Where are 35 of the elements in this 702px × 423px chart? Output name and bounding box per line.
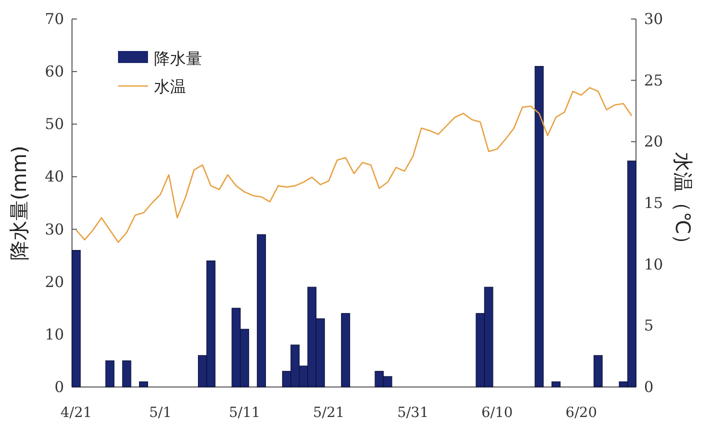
x-tick-label: 5/11 xyxy=(228,405,260,421)
x-tick-label: 5/1 xyxy=(149,405,172,421)
y-tick-label: 30 xyxy=(44,220,64,238)
bar xyxy=(552,381,561,388)
y2-tick-label: 25 xyxy=(644,71,664,90)
y2-axis-title: 水温（℃） xyxy=(671,152,695,254)
y-tick-label: 50 xyxy=(44,115,64,134)
bar xyxy=(256,234,266,388)
y2-tick-label: 15 xyxy=(644,194,664,212)
y-tick-label: 10 xyxy=(44,325,64,344)
bar xyxy=(122,360,132,388)
x-tick-label: 5/31 xyxy=(397,405,429,421)
bar xyxy=(139,381,148,388)
y-tick-label: 40 xyxy=(44,168,64,186)
x-tick-label: 5/21 xyxy=(313,405,344,421)
y-tick-label: 20 xyxy=(44,272,64,291)
y-tick-label: 70 xyxy=(44,10,64,28)
bar xyxy=(594,355,603,388)
y2-tick-label: 0 xyxy=(644,378,654,396)
y-tick-label: 60 xyxy=(44,62,64,81)
y2-tick-label: 20 xyxy=(644,132,664,151)
y2-tick-label: 5 xyxy=(644,316,654,335)
legend-label: 水温 xyxy=(154,77,186,96)
x-tick-label: 4/21 xyxy=(60,405,92,421)
legend-label: 降水量 xyxy=(154,49,202,68)
y2-tick-label: 10 xyxy=(644,255,664,274)
bar xyxy=(72,250,81,388)
x-tick-label: 6/10 xyxy=(481,405,513,421)
bar xyxy=(341,313,350,388)
y-tick-label: 0 xyxy=(54,378,64,396)
bar xyxy=(534,66,544,388)
y-axis-title: 降水量(mm) xyxy=(7,146,31,260)
y2-tick-label: 30 xyxy=(644,10,664,28)
x-tick-label: 6/20 xyxy=(566,405,598,421)
bar xyxy=(105,360,114,388)
